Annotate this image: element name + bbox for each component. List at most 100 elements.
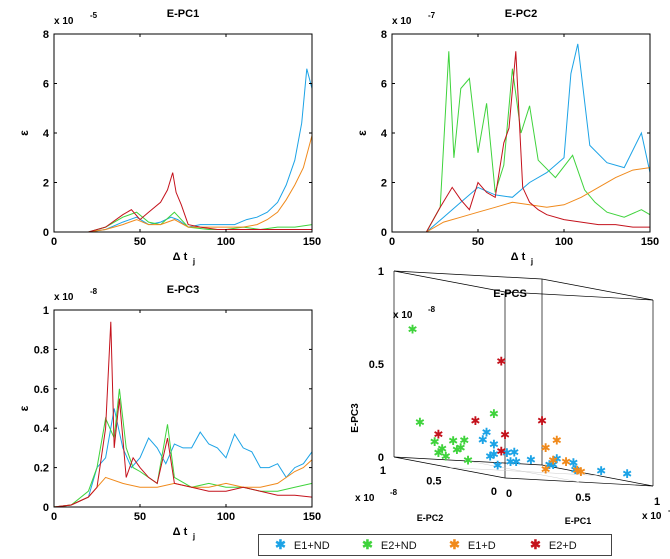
scatter-point: ✱	[481, 425, 491, 439]
scatter-point: ✱	[511, 455, 521, 469]
series-line-e1-d	[392, 167, 651, 233]
scatter-point: ✱	[456, 441, 466, 455]
scatter-point: ✱	[489, 407, 499, 421]
x-axis-label: Δ t	[173, 526, 188, 538]
scatter-point: ✱	[433, 446, 443, 460]
scatter-point: ✱	[437, 442, 447, 456]
scatter-point: ✱	[478, 433, 488, 447]
y-tick-label: 0	[43, 502, 49, 514]
x-axis-label-sub: j	[192, 532, 195, 541]
scatter-point: ✱	[452, 443, 462, 457]
scatter-point: ✱	[415, 416, 425, 430]
y-tick-label: 0	[43, 227, 49, 239]
x-axis-label: Δ t	[173, 251, 188, 263]
y-axis-exponent-power: -8	[390, 488, 398, 497]
legend-item-e1-d: ✱ E1+D	[449, 537, 496, 553]
scatter-point: ✱	[430, 435, 440, 449]
y-axis-label: ε	[17, 130, 31, 136]
scatter-point: ✱	[502, 446, 512, 460]
axis-exponent-power: -8	[90, 287, 98, 296]
z-tick-label: 0	[378, 452, 384, 464]
legend-label: E2+ND	[380, 540, 417, 552]
y-tick-label: 8	[381, 29, 387, 41]
y-tick-label: 6	[381, 79, 387, 91]
legend-item-e2-nd: ✱ E2+ND	[362, 537, 417, 553]
scatter-point: ✱	[596, 464, 606, 478]
scatter-point: ✱	[485, 449, 495, 463]
scatter-point: ✱	[552, 434, 562, 448]
axis-exponent: x 10	[392, 16, 412, 27]
z-tick-label: 0.5	[369, 359, 384, 371]
y-axis-label: ε	[355, 130, 369, 136]
axis-exponent: x 10	[54, 292, 74, 303]
scatter-point: ✱	[576, 465, 586, 479]
scatter-point: ✱	[541, 441, 551, 455]
scatter-point: ✱	[489, 438, 499, 452]
y-tick-label: 0	[491, 486, 497, 498]
scatter-point: ✱	[568, 456, 578, 470]
y-tick-label: 0.6	[34, 384, 49, 396]
legend-label: E1+D	[467, 540, 496, 552]
series-line-e1-nd	[392, 43, 651, 233]
scatter-point: ✱	[448, 434, 458, 448]
y-tick-label: 4	[43, 128, 50, 140]
scatter-point: ✱	[463, 454, 473, 468]
scatter-point: ✱	[541, 462, 551, 476]
y-tick-label: 0.8	[34, 344, 49, 356]
x-tick-label: 0.5	[575, 492, 590, 504]
z-axis-exponent-power: -8	[428, 305, 436, 314]
x-axis-label-sub: j	[192, 257, 195, 266]
scatter-point: ✱	[552, 452, 562, 466]
series-line-e2-nd	[392, 51, 651, 233]
y-tick-label: 6	[43, 79, 49, 91]
scatter-point: ✱	[459, 433, 469, 447]
scatter-point: ✱	[496, 445, 506, 459]
y-tick-label: 0.4	[34, 423, 50, 435]
series-line-e2-d	[54, 172, 312, 233]
scatter-point: ✱	[570, 463, 580, 477]
x-axis-exponent-power: -7	[668, 506, 670, 515]
series-line-e1-nd	[54, 68, 313, 233]
scatter-point: ✱	[441, 450, 451, 464]
scatter-point: ✱	[493, 458, 503, 472]
chart-title: E-PC2	[505, 8, 537, 20]
box-edge	[393, 270, 506, 293]
scatter-point: ✱	[433, 428, 443, 442]
x-tick-label: 50	[134, 236, 146, 248]
scatter-point: ✱	[544, 458, 554, 472]
axis-exponent: x 10	[54, 16, 74, 27]
axis-exponent-power: -5	[90, 11, 98, 20]
scatter-point: ✱	[489, 447, 499, 461]
scatter-point: ✱	[537, 414, 547, 428]
chart-title: E-PCS	[493, 288, 527, 300]
y-tick-label: 1	[380, 465, 386, 477]
scatter-point: ✱	[407, 322, 417, 336]
x-tick-label: 150	[303, 236, 321, 248]
y-axis-exponent: x 10	[355, 493, 375, 504]
scatter-point: ✱	[548, 454, 558, 468]
y-tick-label: 0	[381, 227, 387, 239]
box-edge	[541, 278, 654, 301]
y-tick-label: 1	[43, 305, 49, 317]
x-tick-label: 0	[506, 488, 512, 500]
plot-frame	[53, 309, 313, 508]
x-tick-label: 100	[555, 236, 573, 248]
scatter-point: ✱	[506, 455, 516, 469]
scatter-point: ✱	[500, 428, 510, 442]
x-tick-label: 1	[654, 496, 660, 508]
box-edge	[504, 291, 654, 301]
x-tick-label: 150	[303, 511, 321, 523]
x-tick-label: 50	[472, 236, 484, 248]
series-line-e2-nd	[54, 211, 313, 233]
scatter-point: ✱	[470, 414, 480, 428]
z-tick-label: 1	[378, 266, 384, 278]
legend-item-e1-nd: ✱ E1+ND	[275, 537, 330, 553]
x-tick-label: 0	[51, 236, 57, 248]
legend-marker-icon: ✱	[449, 537, 460, 552]
scatter-point: ✱	[572, 463, 582, 477]
x-tick-label: 100	[217, 236, 235, 248]
legend-marker-icon: ✱	[275, 537, 286, 552]
x-tick-label: 0	[389, 236, 395, 248]
x-tick-label: 150	[641, 236, 659, 248]
